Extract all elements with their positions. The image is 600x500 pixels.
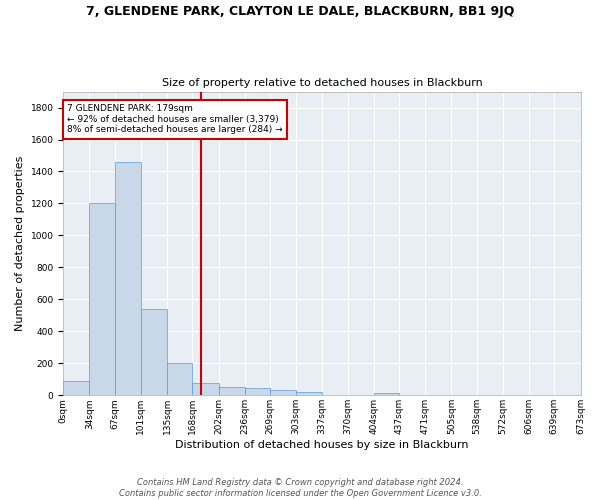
Bar bbox=[63, 381, 89, 396]
Bar bbox=[89, 202, 115, 396]
Bar bbox=[141, 309, 167, 396]
X-axis label: Distribution of detached houses by size in Blackburn: Distribution of detached houses by size … bbox=[175, 440, 469, 450]
Bar bbox=[167, 362, 193, 396]
Bar bbox=[115, 162, 141, 396]
Y-axis label: Number of detached properties: Number of detached properties bbox=[15, 156, 25, 331]
Text: 7 GLENDENE PARK: 179sqm
← 92% of detached houses are smaller (3,379)
8% of semi-: 7 GLENDENE PARK: 179sqm ← 92% of detache… bbox=[67, 104, 283, 134]
Bar bbox=[218, 388, 245, 396]
Text: 7, GLENDENE PARK, CLAYTON LE DALE, BLACKBURN, BB1 9JQ: 7, GLENDENE PARK, CLAYTON LE DALE, BLACK… bbox=[86, 5, 514, 18]
Bar bbox=[374, 392, 399, 396]
Bar bbox=[270, 390, 296, 396]
Bar bbox=[296, 392, 322, 396]
Text: Contains HM Land Registry data © Crown copyright and database right 2024.
Contai: Contains HM Land Registry data © Crown c… bbox=[119, 478, 481, 498]
Bar bbox=[193, 384, 218, 396]
Title: Size of property relative to detached houses in Blackburn: Size of property relative to detached ho… bbox=[161, 78, 482, 88]
Bar bbox=[245, 388, 270, 396]
